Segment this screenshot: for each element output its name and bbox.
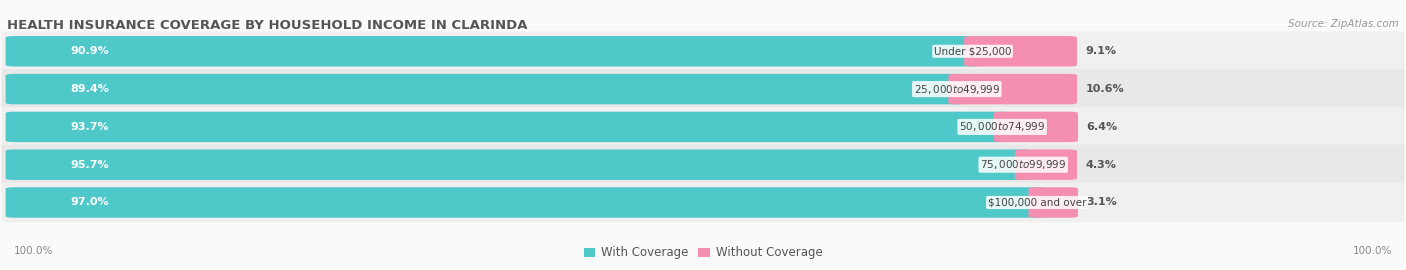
FancyBboxPatch shape — [1, 69, 1405, 109]
FancyBboxPatch shape — [6, 74, 966, 104]
FancyBboxPatch shape — [6, 36, 981, 66]
FancyBboxPatch shape — [1029, 187, 1078, 218]
Text: 9.1%: 9.1% — [1085, 46, 1116, 56]
Text: 93.7%: 93.7% — [70, 122, 108, 132]
FancyBboxPatch shape — [1015, 150, 1077, 180]
Text: $75,000 to $99,999: $75,000 to $99,999 — [980, 158, 1066, 171]
FancyBboxPatch shape — [6, 112, 1011, 142]
FancyBboxPatch shape — [1, 183, 1405, 222]
Text: 95.7%: 95.7% — [70, 160, 108, 170]
Text: 100.0%: 100.0% — [14, 246, 53, 256]
FancyBboxPatch shape — [948, 74, 1077, 104]
Text: 3.1%: 3.1% — [1087, 197, 1118, 208]
Text: 89.4%: 89.4% — [70, 84, 110, 94]
FancyBboxPatch shape — [6, 187, 1046, 218]
FancyBboxPatch shape — [994, 112, 1078, 142]
Text: $25,000 to $49,999: $25,000 to $49,999 — [914, 83, 1000, 96]
FancyBboxPatch shape — [965, 36, 1077, 66]
FancyBboxPatch shape — [6, 150, 1032, 180]
Text: 97.0%: 97.0% — [70, 197, 108, 208]
FancyBboxPatch shape — [1, 107, 1405, 147]
Text: 4.3%: 4.3% — [1085, 160, 1116, 170]
Text: 10.6%: 10.6% — [1085, 84, 1123, 94]
Text: HEALTH INSURANCE COVERAGE BY HOUSEHOLD INCOME IN CLARINDA: HEALTH INSURANCE COVERAGE BY HOUSEHOLD I… — [7, 19, 527, 32]
Text: 90.9%: 90.9% — [70, 46, 110, 56]
Text: $100,000 and over: $100,000 and over — [987, 197, 1087, 208]
Text: $50,000 to $74,999: $50,000 to $74,999 — [959, 120, 1045, 133]
Legend: With Coverage, Without Coverage: With Coverage, Without Coverage — [579, 242, 827, 264]
Text: 100.0%: 100.0% — [1353, 246, 1392, 256]
Text: Source: ZipAtlas.com: Source: ZipAtlas.com — [1288, 19, 1399, 29]
Text: Under $25,000: Under $25,000 — [934, 46, 1011, 56]
FancyBboxPatch shape — [1, 145, 1405, 185]
FancyBboxPatch shape — [1, 31, 1405, 71]
Text: 6.4%: 6.4% — [1087, 122, 1118, 132]
